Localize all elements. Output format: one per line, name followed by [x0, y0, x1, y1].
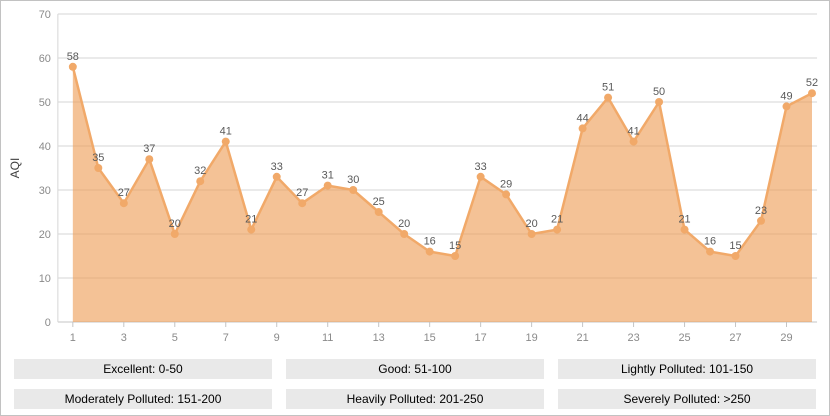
data-point[interactable]	[782, 102, 791, 111]
y-axis-title: AQI	[8, 158, 22, 179]
data-label: 41	[220, 126, 232, 138]
data-point[interactable]	[221, 137, 230, 146]
x-tick-label: 27	[729, 332, 741, 344]
data-label: 30	[347, 174, 359, 186]
x-tick-label: 17	[475, 332, 487, 344]
data-label: 15	[449, 240, 461, 252]
legend-item-moderately-polluted: Moderately Polluted: 151-200	[14, 389, 272, 409]
data-label: 21	[551, 214, 563, 226]
data-point[interactable]	[655, 98, 664, 106]
data-point[interactable]	[119, 199, 128, 208]
x-tick-label: 19	[526, 332, 538, 344]
x-tick-label: 9	[274, 332, 280, 344]
data-label: 52	[806, 77, 818, 89]
data-label: 35	[92, 152, 104, 164]
data-point[interactable]	[170, 230, 179, 238]
x-tick-label: 5	[172, 332, 178, 344]
data-label: 49	[780, 90, 792, 102]
data-point[interactable]	[400, 230, 409, 238]
legend-item-heavily-polluted: Heavily Polluted: 201-250	[286, 389, 544, 409]
data-point[interactable]	[94, 164, 103, 172]
x-tick-label: 13	[373, 332, 385, 344]
data-point[interactable]	[757, 216, 766, 225]
data-label: 32	[194, 165, 206, 177]
data-point[interactable]	[629, 137, 638, 146]
data-point[interactable]	[604, 93, 613, 102]
x-tick-label: 3	[121, 332, 127, 344]
data-label: 50	[653, 86, 665, 98]
legend-item-severely-polluted: Severely Polluted: >250	[558, 389, 816, 409]
data-point[interactable]	[298, 199, 307, 208]
data-label: 25	[373, 196, 385, 208]
data-label: 23	[755, 205, 767, 217]
data-label: 29	[500, 178, 512, 190]
y-tick-label: 30	[39, 185, 51, 197]
data-label: 41	[627, 126, 639, 138]
data-label: 21	[245, 214, 257, 226]
data-point[interactable]	[731, 252, 740, 260]
x-tick-label: 7	[223, 332, 229, 344]
x-tick-label: 11	[322, 332, 333, 344]
data-label: 20	[169, 218, 181, 230]
data-point[interactable]	[553, 225, 562, 234]
data-label: 37	[143, 143, 155, 155]
data-point[interactable]	[374, 208, 383, 216]
aqi-legend: Excellent: 0-50 Good: 51-100 Lightly Pol…	[14, 359, 816, 409]
data-point[interactable]	[808, 89, 816, 98]
data-point[interactable]	[68, 62, 77, 71]
data-label: 20	[526, 218, 538, 230]
legend-item-good: Good: 51-100	[286, 359, 544, 379]
data-label: 33	[475, 161, 487, 173]
data-point[interactable]	[578, 124, 587, 133]
data-point[interactable]	[145, 155, 154, 164]
data-label: 15	[729, 240, 741, 252]
legend-item-lightly-polluted: Lightly Polluted: 101-150	[558, 359, 816, 379]
y-tick-label: 10	[39, 273, 51, 285]
data-point[interactable]	[323, 181, 332, 190]
chart-area[interactable]: AQI 0 10 20 30 40 50 60 70 1 3 5 7 9 11 13 15 17 19 21 23 25…	[1, 1, 829, 353]
data-point[interactable]	[451, 252, 460, 260]
y-tick-label: 20	[39, 229, 51, 241]
data-point[interactable]	[680, 225, 689, 234]
data-point[interactable]	[196, 177, 205, 186]
series-line	[71, 65, 814, 258]
x-tick-label: 1	[70, 332, 76, 344]
data-label: 27	[296, 187, 308, 199]
data-label: 58	[67, 51, 79, 63]
y-tick-label: 50	[39, 97, 51, 109]
data-point[interactable]	[349, 186, 358, 194]
x-tick-label: 21	[577, 332, 589, 344]
data-point[interactable]	[476, 172, 485, 181]
x-tick-label: 29	[780, 332, 792, 344]
area-fill	[72, 66, 812, 322]
data-point[interactable]	[502, 190, 511, 199]
data-label: 27	[118, 187, 130, 199]
data-label: 44	[577, 112, 589, 124]
legend-item-excellent: Excellent: 0-50	[14, 359, 272, 379]
data-label: 20	[398, 218, 410, 230]
y-tick-label: 0	[45, 317, 51, 329]
y-tick-label: 40	[39, 141, 51, 153]
data-label: 31	[322, 170, 334, 182]
data-point[interactable]	[706, 247, 715, 256]
x-tick-label: 15	[424, 332, 436, 344]
data-label: 21	[678, 214, 690, 226]
y-tick-label: 60	[39, 53, 51, 65]
data-label: 16	[424, 236, 436, 248]
data-label: 33	[271, 161, 283, 173]
data-point[interactable]	[527, 230, 536, 238]
x-tick-label: 25	[678, 332, 690, 344]
y-tick-label: 70	[39, 9, 51, 21]
data-point[interactable]	[247, 225, 256, 234]
data-point[interactable]	[425, 247, 434, 256]
data-label: 51	[602, 82, 614, 94]
data-point[interactable]	[272, 172, 281, 181]
x-tick-label: 23	[627, 332, 639, 344]
data-label: 16	[704, 236, 716, 248]
